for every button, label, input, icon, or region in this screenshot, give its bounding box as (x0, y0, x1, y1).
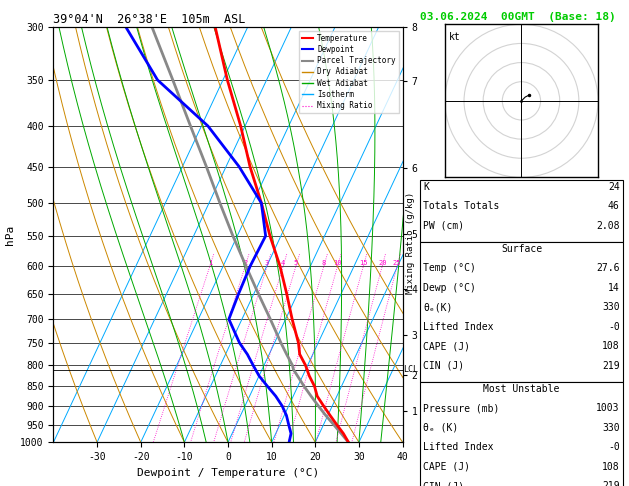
Text: 10: 10 (333, 260, 342, 266)
Text: -0: -0 (608, 442, 620, 452)
Text: Mixing Ratio (g/kg): Mixing Ratio (g/kg) (406, 192, 415, 294)
Text: 8: 8 (322, 260, 326, 266)
Y-axis label: hPa: hPa (4, 225, 14, 244)
Text: Temp (°C): Temp (°C) (423, 263, 476, 274)
Text: 330: 330 (602, 423, 620, 433)
Text: CAPE (J): CAPE (J) (423, 462, 470, 472)
Text: Pressure (mb): Pressure (mb) (423, 403, 499, 414)
Text: 3: 3 (265, 260, 269, 266)
Text: 2: 2 (243, 260, 247, 266)
Text: Dewp (°C): Dewp (°C) (423, 283, 476, 293)
Text: 108: 108 (602, 462, 620, 472)
Text: 5: 5 (294, 260, 298, 266)
Text: 25: 25 (393, 260, 401, 266)
Text: 46: 46 (608, 201, 620, 211)
Text: θₑ(K): θₑ(K) (423, 302, 453, 312)
Text: Most Unstable: Most Unstable (483, 384, 560, 394)
Text: -0: -0 (608, 322, 620, 332)
Text: 219: 219 (602, 361, 620, 371)
Text: LCL: LCL (403, 365, 418, 374)
Text: Totals Totals: Totals Totals (423, 201, 499, 211)
Text: 330: 330 (602, 302, 620, 312)
Text: 27.6: 27.6 (596, 263, 620, 274)
Text: 1003: 1003 (596, 403, 620, 414)
Text: 4: 4 (281, 260, 286, 266)
Text: 03.06.2024  00GMT  (Base: 18): 03.06.2024 00GMT (Base: 18) (420, 12, 616, 22)
Text: 14: 14 (608, 283, 620, 293)
Text: 2.08: 2.08 (596, 221, 620, 231)
Text: 1: 1 (208, 260, 212, 266)
Text: CIN (J): CIN (J) (423, 481, 464, 486)
Text: Lifted Index: Lifted Index (423, 442, 494, 452)
Text: CIN (J): CIN (J) (423, 361, 464, 371)
Text: 39°04'N  26°38'E  105m  ASL: 39°04'N 26°38'E 105m ASL (53, 13, 246, 26)
Text: θₑ (K): θₑ (K) (423, 423, 459, 433)
Text: CAPE (J): CAPE (J) (423, 341, 470, 351)
Text: 219: 219 (602, 481, 620, 486)
Text: 20: 20 (378, 260, 386, 266)
Legend: Temperature, Dewpoint, Parcel Trajectory, Dry Adiabat, Wet Adiabat, Isotherm, Mi: Temperature, Dewpoint, Parcel Trajectory… (299, 31, 399, 113)
Text: 108: 108 (602, 341, 620, 351)
Text: 15: 15 (359, 260, 367, 266)
Text: PW (cm): PW (cm) (423, 221, 464, 231)
Text: kt: kt (448, 32, 460, 42)
Y-axis label: km
ASL: km ASL (428, 213, 446, 235)
Text: 24: 24 (608, 182, 620, 192)
Text: K: K (423, 182, 429, 192)
Text: Lifted Index: Lifted Index (423, 322, 494, 332)
X-axis label: Dewpoint / Temperature (°C): Dewpoint / Temperature (°C) (137, 468, 319, 478)
Text: Surface: Surface (501, 244, 542, 254)
